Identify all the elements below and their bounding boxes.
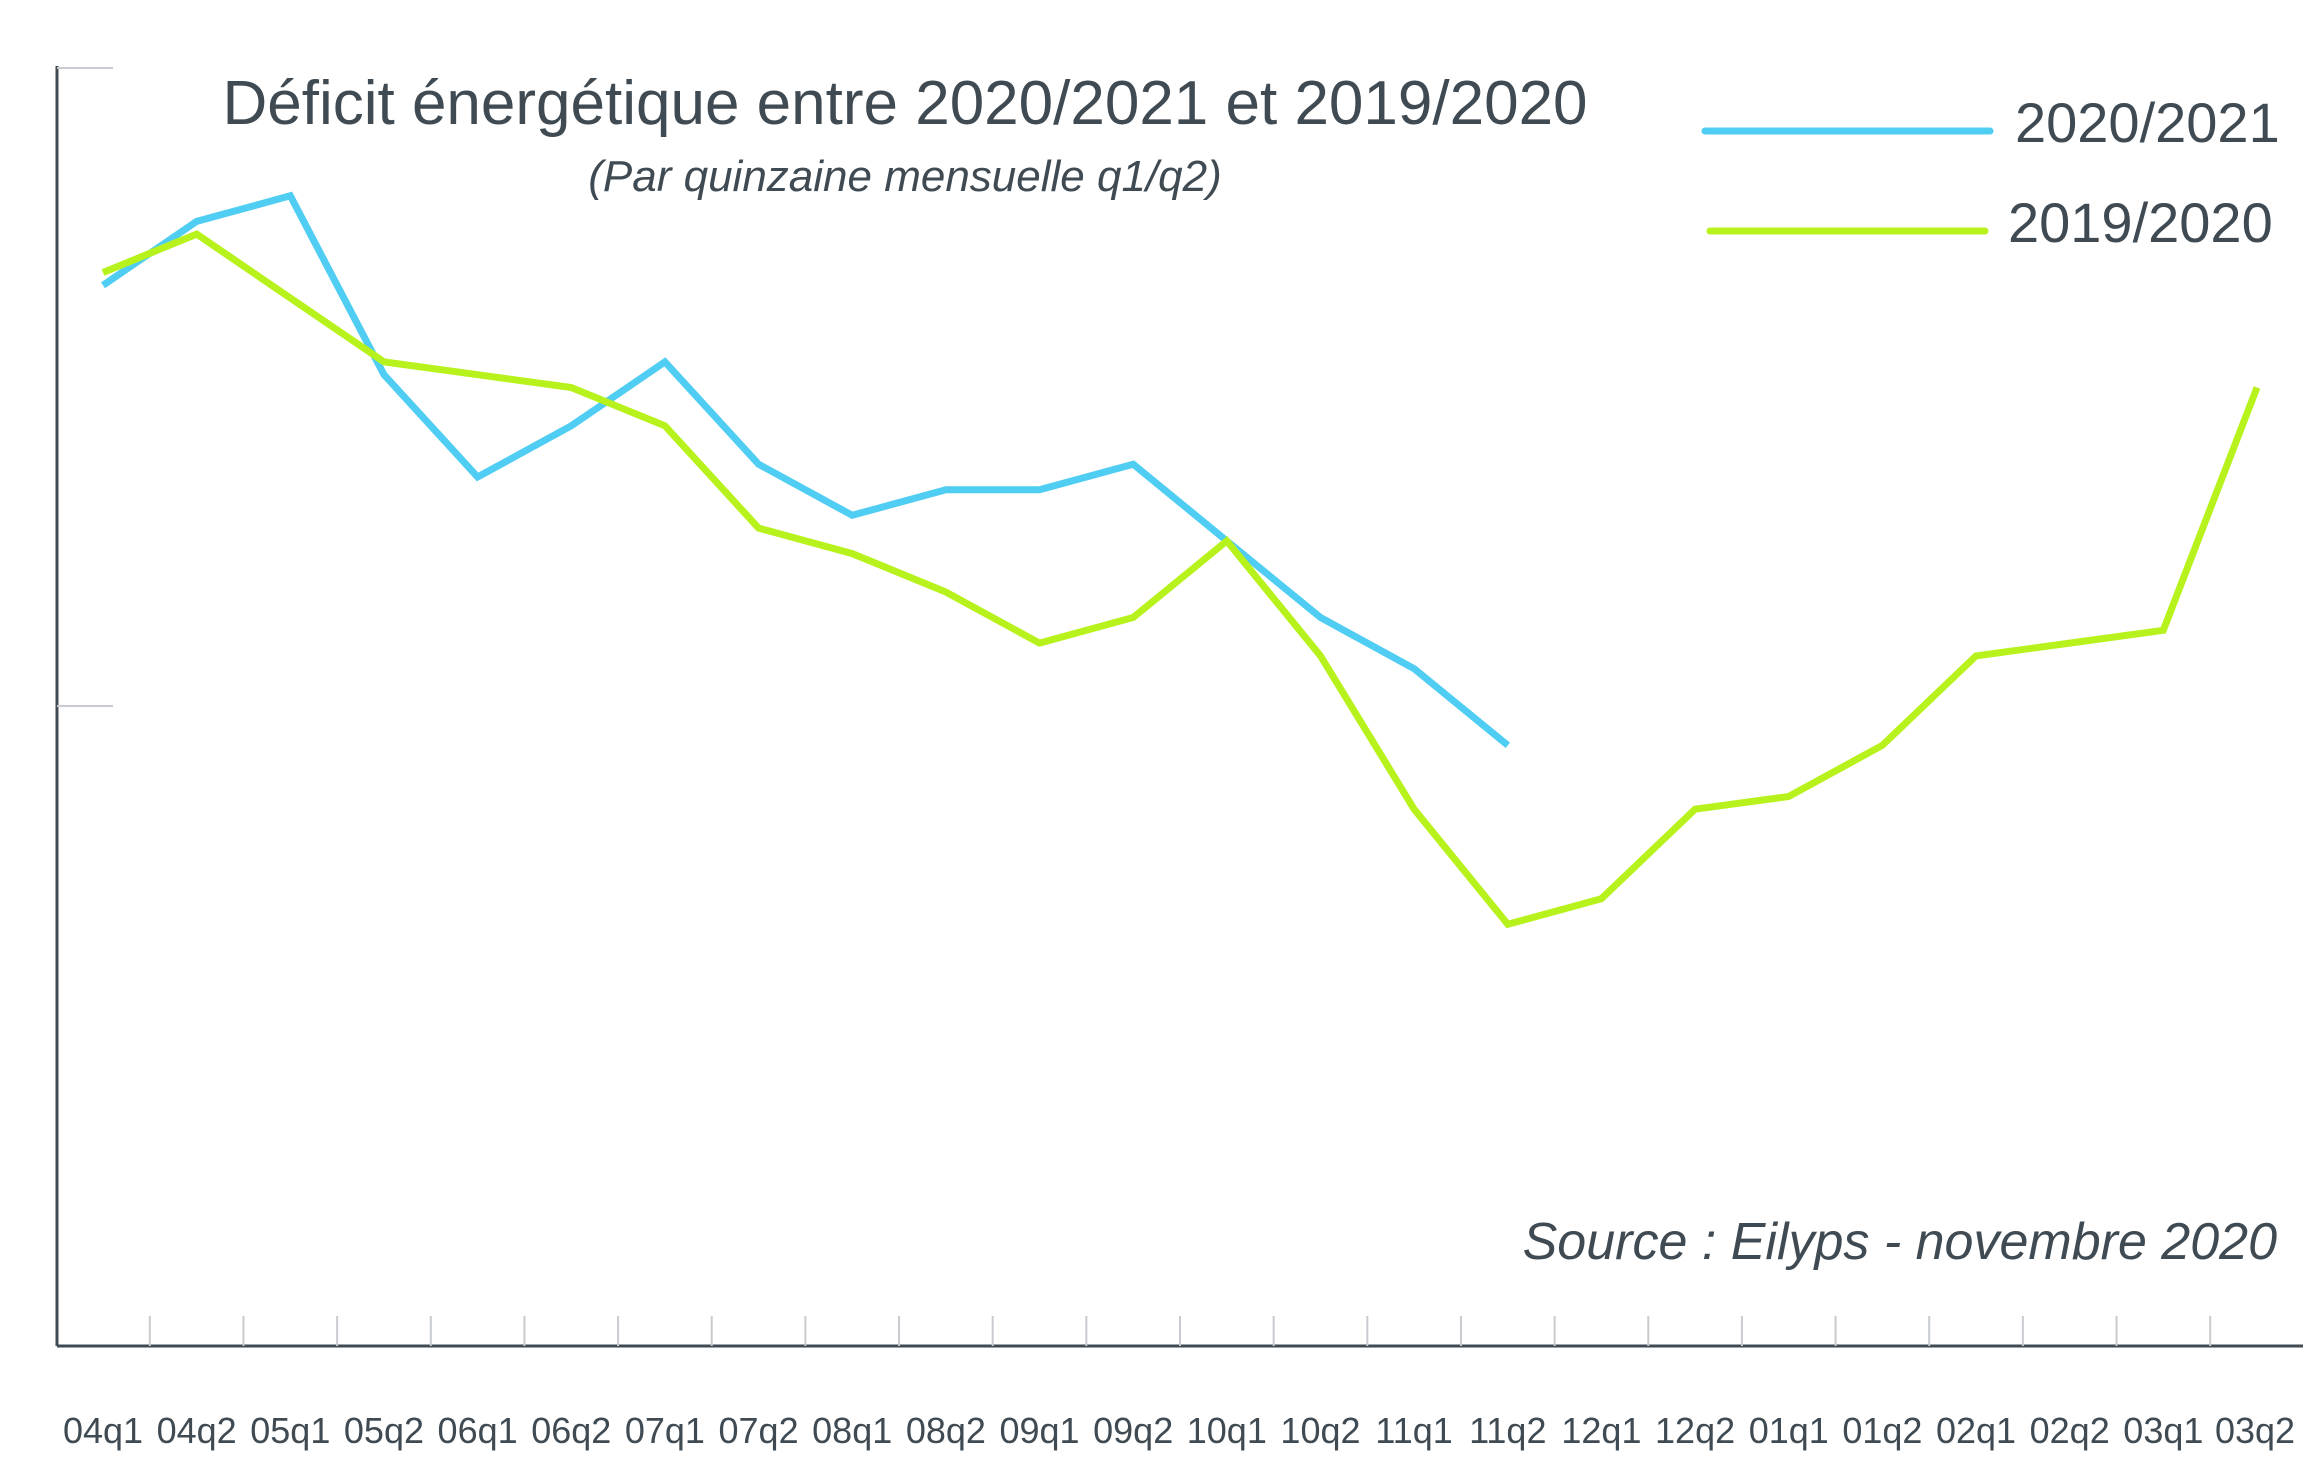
x-tick-label-05q1: 05q1 [250, 1410, 330, 1451]
source-note: Source : Eilyps - novembre 2020 [1522, 1213, 2277, 1271]
x-tick-label-06q1: 06q1 [438, 1410, 518, 1451]
x-tick-label-03q2: 03q2 [2215, 1410, 2295, 1451]
legend-label-2020-2021: 2020/2021 [2015, 91, 2280, 154]
x-tick-label-10q2: 10q2 [1280, 1410, 1360, 1451]
chart-subtitle: (Par quinzaine mensuelle q1/q2) [588, 152, 1222, 201]
x-tick-label-02q1: 02q1 [1936, 1410, 2016, 1451]
x-tick-label-11q2: 11q2 [1469, 1410, 1546, 1451]
x-tick-label-09q1: 09q1 [999, 1410, 1079, 1451]
x-tick-label-09q2: 09q2 [1093, 1410, 1173, 1451]
x-tick-label-03q1: 03q1 [2123, 1410, 2203, 1451]
x-tick-label-07q2: 07q2 [719, 1410, 799, 1451]
x-tick-label-08q2: 08q2 [906, 1410, 986, 1451]
x-tick-label-12q2: 12q2 [1655, 1410, 1735, 1451]
x-tick-label-01q1: 01q1 [1749, 1410, 1829, 1451]
x-tick-label-02q2: 02q2 [2030, 1410, 2110, 1451]
x-tick-label-01q2: 01q2 [1842, 1410, 1922, 1451]
x-tick-label-06q2: 06q2 [531, 1410, 611, 1451]
x-tick-label-12q1: 12q1 [1561, 1410, 1641, 1451]
series-line-2020-2021 [101, 191, 1511, 749]
x-tick-label-11q1: 11q1 [1375, 1410, 1452, 1451]
x-tick-label-07q1: 07q1 [625, 1410, 705, 1451]
x-tick-label-08q1: 08q1 [812, 1410, 892, 1451]
legend [1701, 127, 1994, 235]
axes [55, 66, 2303, 1348]
series-lines [101, 191, 2261, 929]
x-ticks [148, 1316, 2212, 1346]
x-tick-label-05q2: 05q2 [344, 1410, 424, 1451]
chart-title: Déficit énergétique entre 2020/2021 et 2… [222, 69, 1588, 138]
legend-label-2019-2020: 2019/2020 [2008, 191, 2273, 254]
series-line-2019-2020 [101, 230, 2261, 929]
x-tick-label-10q1: 10q1 [1187, 1410, 1267, 1451]
x-tick-labels: 04q1 04q2 05q1 05q2 06q1 06q2 07q1 07q2 08q1 08q2… [63, 1410, 2295, 1451]
x-tick-label-04q2: 04q2 [157, 1410, 237, 1451]
x-tick-label-04q1: 04q1 [63, 1410, 143, 1451]
